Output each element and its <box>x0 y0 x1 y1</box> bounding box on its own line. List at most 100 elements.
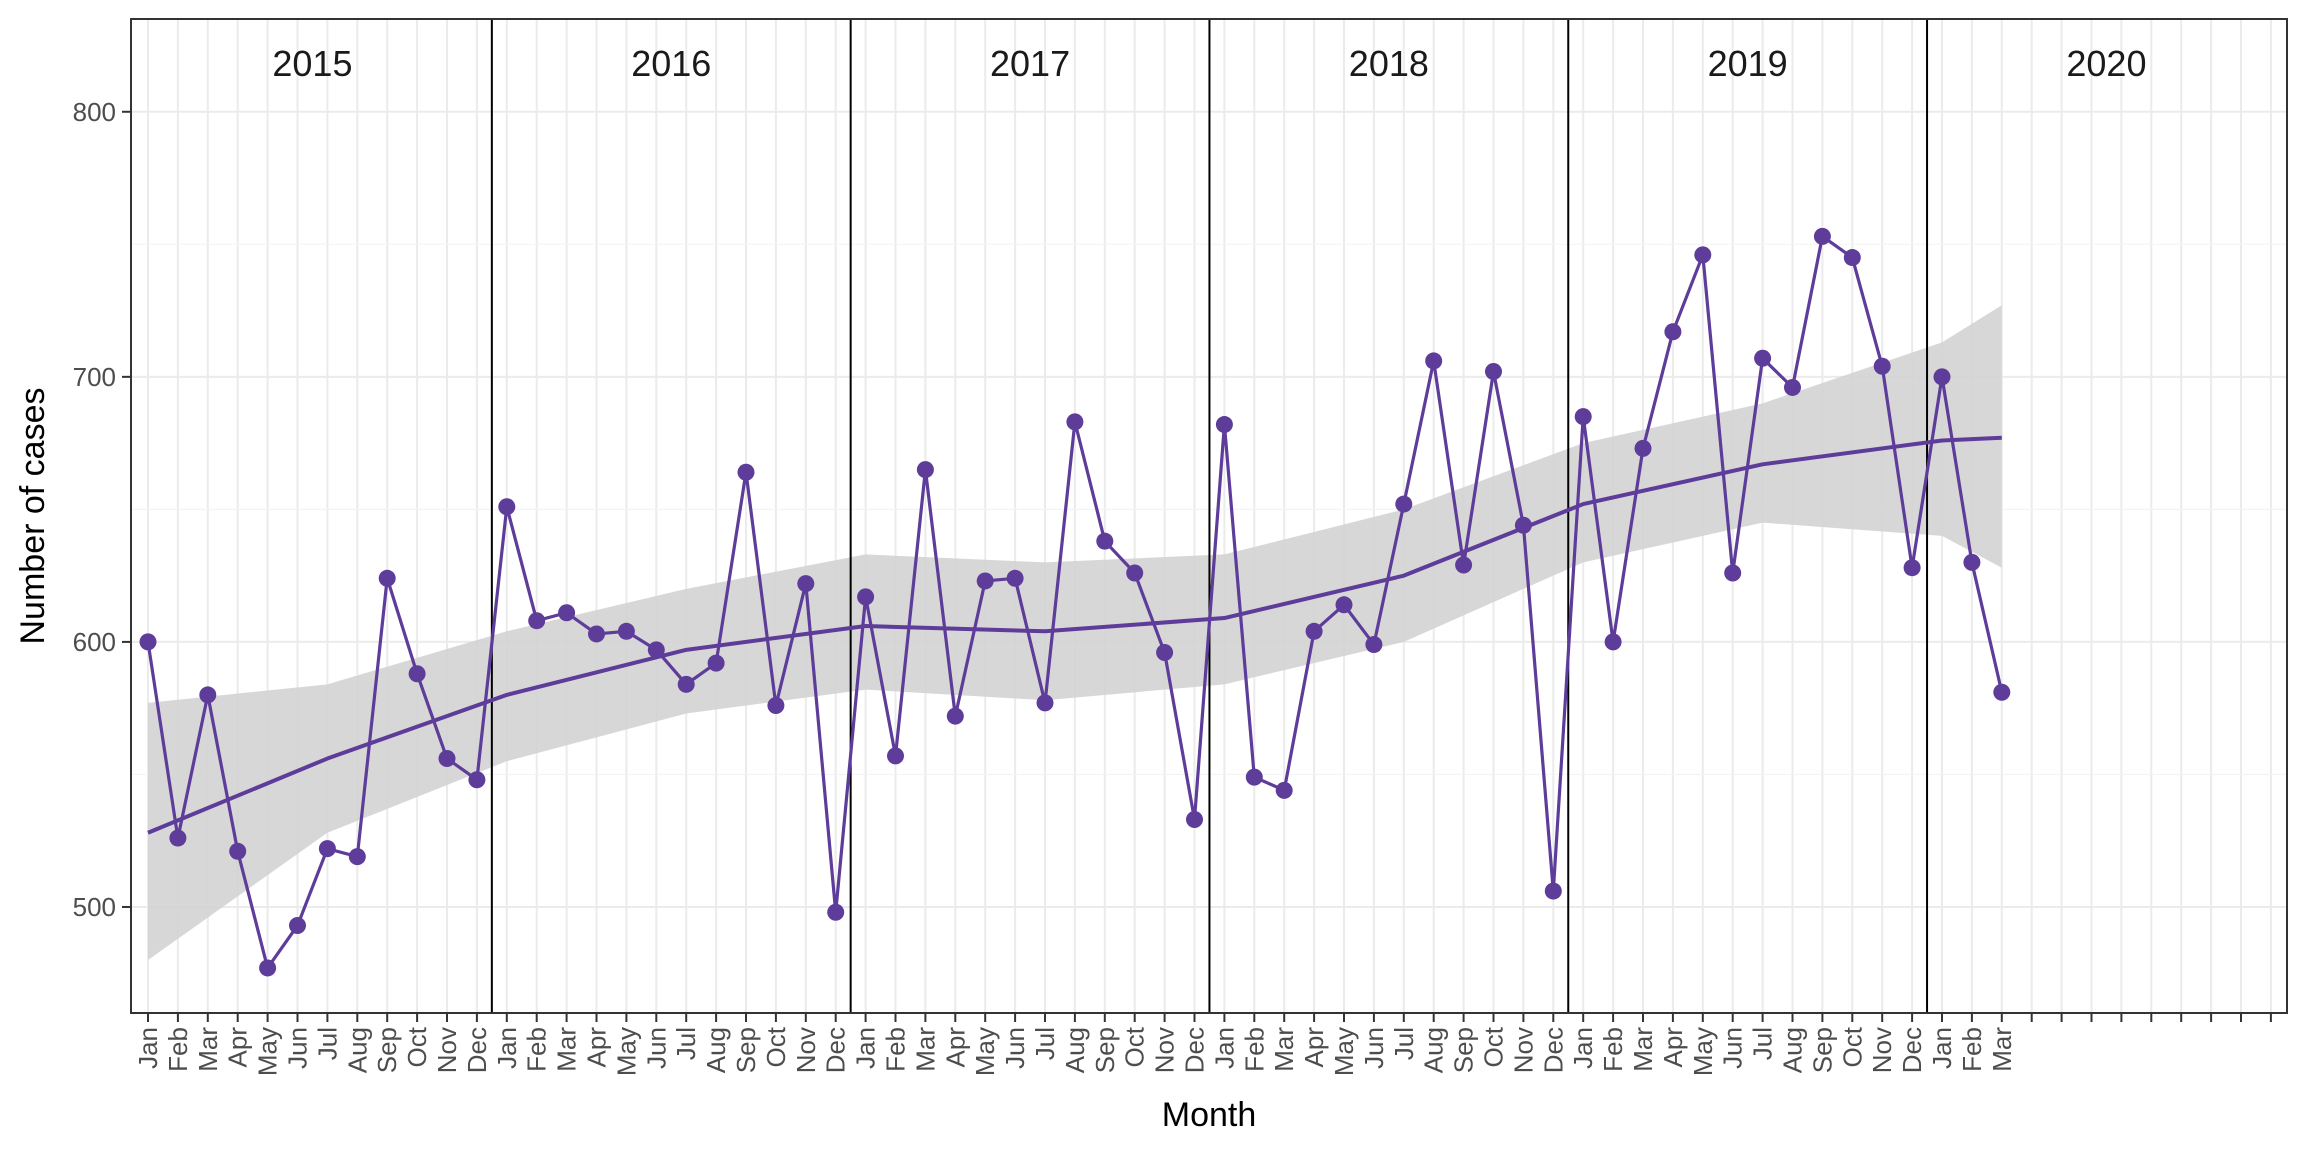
data-point <box>1813 227 1831 245</box>
data-point <box>1754 349 1772 367</box>
data-point <box>797 575 815 593</box>
x-tick-label: Jul <box>671 1027 701 1060</box>
x-tick-label: Aug <box>701 1027 731 1073</box>
data-point <box>1186 811 1203 829</box>
data-point <box>827 903 845 921</box>
x-tick-label: Feb <box>1239 1027 1269 1072</box>
x-tick-label: Feb <box>881 1027 911 1072</box>
data-point <box>199 686 217 704</box>
data-point <box>767 697 785 715</box>
data-point <box>1275 781 1293 799</box>
data-point <box>1455 556 1473 574</box>
x-tick-label: Jun <box>283 1027 313 1069</box>
data-point <box>946 707 964 725</box>
data-point <box>707 654 725 672</box>
x-axis-title: Month <box>1162 1096 1257 1134</box>
x-tick-label: Feb <box>522 1027 552 1072</box>
data-point <box>1963 553 1981 571</box>
x-tick-label: Mar <box>1987 1027 2017 1072</box>
x-tick-label: Jun <box>1718 1027 1748 1069</box>
x-tick-label: Sep <box>1449 1027 1479 1073</box>
year-label: 2017 <box>990 43 1070 84</box>
confidence-ribbon <box>148 305 2002 960</box>
data-point <box>1724 564 1742 582</box>
year-label: 2018 <box>1349 43 1429 84</box>
x-tick-label: Jan <box>1927 1027 1957 1069</box>
panel-border <box>130 18 2288 1014</box>
trend-line <box>147 435 2002 835</box>
x-tick-label: Aug <box>1778 1027 1808 1073</box>
x-tick-label: Jan <box>133 1027 163 1069</box>
x-tick-label: Nov <box>432 1027 462 1073</box>
x-tick-label: Feb <box>163 1027 193 1072</box>
x-tick-label: Jun <box>641 1027 671 1069</box>
x-tick-label: Nov <box>1867 1027 1897 1073</box>
data-point <box>1574 408 1592 426</box>
x-tick-label: Dec <box>462 1027 492 1073</box>
x-tick-label: Sep <box>372 1027 402 1073</box>
trend-layer <box>147 435 2002 835</box>
x-tick-label: Apr <box>223 1027 253 1068</box>
data-point <box>1365 636 1383 654</box>
x-tick-label: Oct <box>1479 1026 1509 1067</box>
x-tick-label: May <box>1329 1027 1359 1076</box>
data-point <box>1664 323 1682 341</box>
year-labels: 2015 2016 2017 2018 2019 2020 <box>272 43 2146 84</box>
data-point <box>1694 246 1712 264</box>
x-tick-label: Jan <box>1568 1027 1598 1069</box>
data-point <box>1784 378 1801 396</box>
x-tick-label: Jun <box>1359 1027 1389 1069</box>
y-tick-label: 700 <box>73 362 116 392</box>
data-point <box>468 771 486 789</box>
data-point <box>1933 368 1951 386</box>
data-point <box>139 633 157 651</box>
data-point <box>378 569 396 587</box>
data-point <box>558 604 576 622</box>
data-point <box>737 463 755 481</box>
data-point <box>1634 439 1652 457</box>
x-tick-label: Nov <box>1508 1027 1538 1073</box>
x-tick-label: Aug <box>342 1027 372 1073</box>
data-point <box>1544 882 1562 900</box>
x-tick-label: May <box>253 1027 283 1076</box>
x-tick-label: Oct <box>1837 1026 1867 1067</box>
data-point <box>1156 644 1174 662</box>
year-label: 2020 <box>2066 43 2146 84</box>
x-tick-label: Apr <box>582 1027 612 1068</box>
data-point <box>1993 683 2011 701</box>
data-point <box>1006 569 1024 587</box>
x-tick-label: Nov <box>791 1027 821 1073</box>
data-point <box>1305 622 1323 640</box>
data-point <box>1903 559 1921 577</box>
data-point <box>1485 363 1502 381</box>
x-tick-label: Mar <box>193 1027 223 1072</box>
data-point <box>408 665 426 683</box>
data-point <box>1514 516 1532 534</box>
x-tick-label: Mar <box>910 1027 940 1072</box>
data-point <box>498 498 516 516</box>
data-point <box>1066 413 1084 431</box>
x-tick-label: Sep <box>1807 1027 1837 1073</box>
x-tick-label: Jun <box>1000 1027 1030 1069</box>
data-point <box>1873 357 1891 375</box>
x-tick-label: Sep <box>1090 1027 1120 1073</box>
data-point <box>1096 532 1114 550</box>
data-point <box>528 612 546 630</box>
data-point <box>1215 416 1233 434</box>
y-tick-label: 500 <box>73 892 116 922</box>
data-point <box>438 750 456 768</box>
data-point <box>1245 768 1263 786</box>
year-label: 2015 <box>272 43 352 84</box>
data-point <box>348 848 366 866</box>
data-point <box>617 622 635 640</box>
data-point <box>1425 352 1443 370</box>
y-tick-label: 800 <box>73 97 116 127</box>
data-point <box>1036 694 1054 712</box>
x-tick-label: Jul <box>1389 1027 1419 1060</box>
data-point <box>857 588 875 606</box>
x-tick-label: Jul <box>312 1027 342 1060</box>
x-tick-label: Aug <box>1419 1027 1449 1073</box>
x-tick-label: Oct <box>1120 1026 1150 1067</box>
x-tick-label: Feb <box>1957 1027 1987 1072</box>
